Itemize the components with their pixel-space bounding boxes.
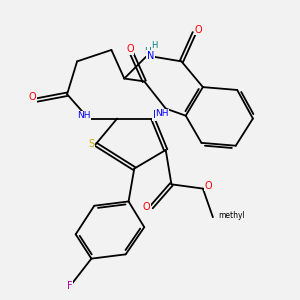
Text: H: H [151, 41, 158, 50]
Text: O: O [29, 92, 37, 102]
Text: NH: NH [155, 109, 169, 118]
Text: NH: NH [76, 111, 90, 120]
Text: N: N [153, 110, 160, 120]
Text: O: O [205, 181, 212, 191]
Text: H: H [144, 47, 151, 56]
Text: methyl: methyl [219, 211, 245, 220]
Text: O: O [195, 25, 203, 35]
Text: O: O [126, 44, 134, 54]
Text: F: F [67, 281, 73, 291]
Text: N: N [147, 51, 154, 61]
Text: O: O [142, 202, 150, 212]
Text: S: S [88, 139, 94, 149]
